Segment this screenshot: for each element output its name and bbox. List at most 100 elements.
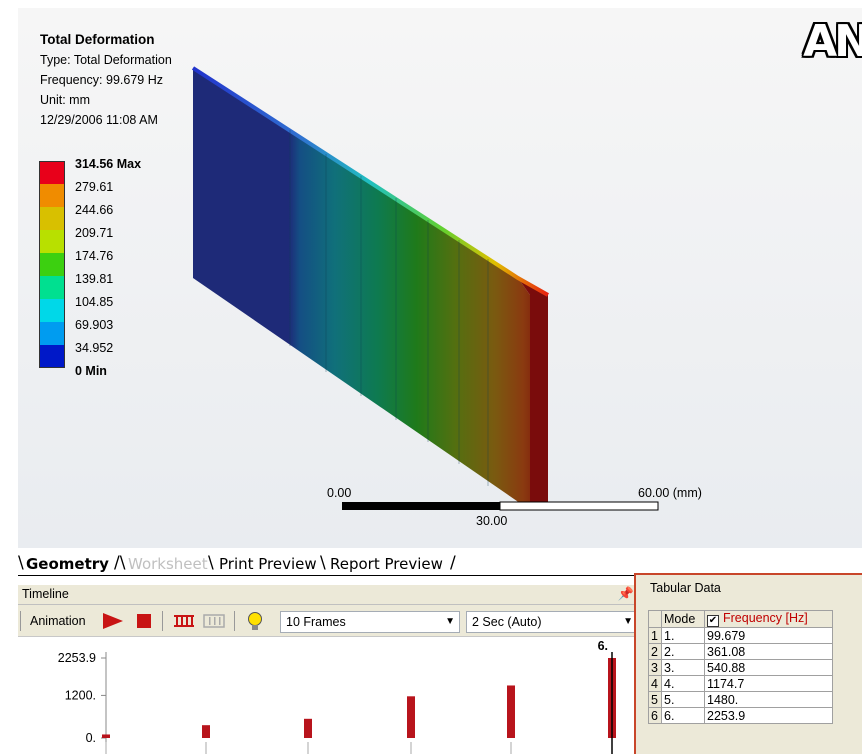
y-tick-label: 0. xyxy=(86,731,96,745)
frames-select[interactable]: 10 Frames ▼ xyxy=(280,611,460,633)
scale-mid-label: 30.00 xyxy=(476,514,508,528)
legend-label: 0 Min xyxy=(75,364,107,378)
table-row[interactable]: 4 4. 1174.7 xyxy=(648,675,833,692)
frequency-cell: 99.679 xyxy=(704,627,833,644)
duration-select[interactable]: 2 Sec (Auto) ▼ xyxy=(466,611,638,633)
result-sets-icon[interactable] xyxy=(202,611,226,631)
table-row[interactable]: 5 5. 1480. xyxy=(648,691,833,708)
color-legend: 314.56 Max 279.61 244.66 209.71 174.76 139.81… xyxy=(39,157,141,378)
legend-swatch xyxy=(39,322,65,345)
table-header-row: Mode ✔ Frequency [Hz] xyxy=(648,610,833,628)
distributed-frames-icon[interactable] xyxy=(172,611,196,631)
tab-separator: \ xyxy=(18,553,24,573)
frequency-table-body: 1 1. 99.679 2 2. 361.08 3 3. 540.88 4 4. 1174.7 5 5. 1… xyxy=(648,627,833,724)
mode-cell: 2. xyxy=(661,643,705,660)
legend-label: 279.61 xyxy=(75,180,114,194)
row-number-cell: 1 xyxy=(648,627,662,644)
y-tick-label: 2253.9 xyxy=(58,651,96,665)
scale-right-label: 60.00 (mm) xyxy=(638,486,702,500)
result-unit: Unit: mm xyxy=(40,93,90,107)
timeline-header: Timeline 📌 xyxy=(18,585,634,605)
tab-separator: / xyxy=(450,553,456,573)
mode-cell: 4. xyxy=(661,675,705,692)
legend-label: 244.66 xyxy=(75,203,114,217)
mode-cell: 3. xyxy=(661,659,705,676)
legend-swatch xyxy=(39,276,65,299)
frequency-cell: 540.88 xyxy=(704,659,833,676)
frequency-table: Mode ✔ Frequency [Hz] 1 1. 99.679 2 2. 361.08 3… xyxy=(648,610,833,724)
mode-cell: 5. xyxy=(661,691,705,708)
mode-bar xyxy=(202,725,210,738)
legend-label: 69.903 xyxy=(75,318,114,332)
table-row[interactable]: 6 6. 2253.9 xyxy=(648,707,833,724)
ansys-logo: AN xyxy=(803,16,862,67)
graphics-viewport[interactable]: Total Deformation Type: Total Deformatio… xyxy=(18,8,862,548)
legend-swatch xyxy=(39,161,65,184)
chevron-down-icon[interactable]: ▼ xyxy=(623,616,633,627)
toolbar-separator xyxy=(162,611,163,631)
frequency-checkbox[interactable]: ✔ xyxy=(707,615,719,627)
lightbulb-icon[interactable] xyxy=(246,611,264,631)
animation-label: Animation xyxy=(30,614,86,628)
timeline-panel: Timeline 📌 Animation 10 Frames ▼ xyxy=(18,585,638,754)
plate-face xyxy=(193,68,530,510)
tab-geometry[interactable]: Geometry xyxy=(26,555,109,573)
row-number-header xyxy=(648,610,662,628)
table-row[interactable]: 2 2. 361.08 xyxy=(648,643,833,660)
frequency-cell: 2253.9 xyxy=(704,707,833,724)
toolbar-grip xyxy=(20,611,21,631)
scale-left-label: 0.00 xyxy=(327,486,352,500)
row-number-cell: 3 xyxy=(648,659,662,676)
view-tabs: \ Geometry /\ Worksheet \ Print Preview … xyxy=(18,552,862,576)
legend-label: 174.76 xyxy=(75,249,114,263)
timeline-chart[interactable]: 2253.9 1200. 0. 6. xyxy=(18,638,634,754)
contour-lines xyxy=(289,130,489,486)
deformed-plate-model[interactable] xyxy=(18,8,862,548)
row-number-cell: 5 xyxy=(648,691,662,708)
tabular-data-panel: Tabular Data Mode ✔ Frequency [Hz] 1 1. 99.… xyxy=(634,573,862,754)
frequency-cell: 1174.7 xyxy=(704,675,833,692)
mode-bar xyxy=(304,718,312,738)
legend-label: 34.952 xyxy=(75,341,114,355)
result-timestamp: 12/29/2006 11:08 AM xyxy=(40,113,158,127)
tabular-title: Tabular Data xyxy=(650,581,721,595)
tab-report-preview[interactable]: Report Preview xyxy=(330,555,443,573)
play-icon[interactable] xyxy=(100,611,126,631)
legend-label: 209.71 xyxy=(75,226,114,240)
legend-swatch xyxy=(39,230,65,253)
result-frequency: Frequency: 99.679 Hz xyxy=(40,73,163,87)
table-row[interactable]: 3 3. 540.88 xyxy=(648,659,833,676)
mode-bar xyxy=(407,696,415,738)
pushpin-icon[interactable]: 📌 xyxy=(617,586,634,601)
row-number-cell: 4 xyxy=(648,675,662,692)
frequency-cell: 361.08 xyxy=(704,643,833,660)
result-info: Total Deformation Type: Total Deformatio… xyxy=(40,30,172,130)
legend-label: 139.81 xyxy=(75,272,114,286)
mode-column-header[interactable]: Mode xyxy=(661,610,705,628)
toolbar-separator xyxy=(234,611,235,631)
tab-print-preview[interactable]: Print Preview xyxy=(219,555,317,573)
frames-select-value: 10 Frames xyxy=(286,615,346,629)
mode-cell: 6. xyxy=(661,707,705,724)
legend-swatch xyxy=(39,299,65,322)
mode-cell: 1. xyxy=(661,627,705,644)
y-tick-label: 1200. xyxy=(65,688,96,702)
legend-swatch xyxy=(39,184,65,207)
tab-worksheet[interactable]: Worksheet xyxy=(128,555,208,573)
table-row[interactable]: 1 1. 99.679 xyxy=(648,627,833,644)
selected-mode-label: 6. xyxy=(598,639,608,653)
frequency-column-header[interactable]: ✔ Frequency [Hz] xyxy=(704,610,833,628)
animation-toolbar: Animation 10 Frames ▼ 2 Sec (Auto) xyxy=(18,605,638,637)
mode-bar xyxy=(102,734,110,738)
row-number-cell: 2 xyxy=(648,643,662,660)
legend-swatch xyxy=(39,345,65,368)
result-title: Total Deformation xyxy=(40,32,155,47)
frequency-column-label: Frequency [Hz] xyxy=(723,611,808,625)
timeline-title: Timeline xyxy=(22,587,69,601)
stop-icon[interactable] xyxy=(135,611,153,631)
scale-bar xyxy=(342,501,659,511)
legend-label: 314.56 Max xyxy=(75,157,142,171)
legend-swatch xyxy=(39,207,65,230)
mode-bar xyxy=(507,685,515,738)
chevron-down-icon[interactable]: ▼ xyxy=(445,616,455,627)
